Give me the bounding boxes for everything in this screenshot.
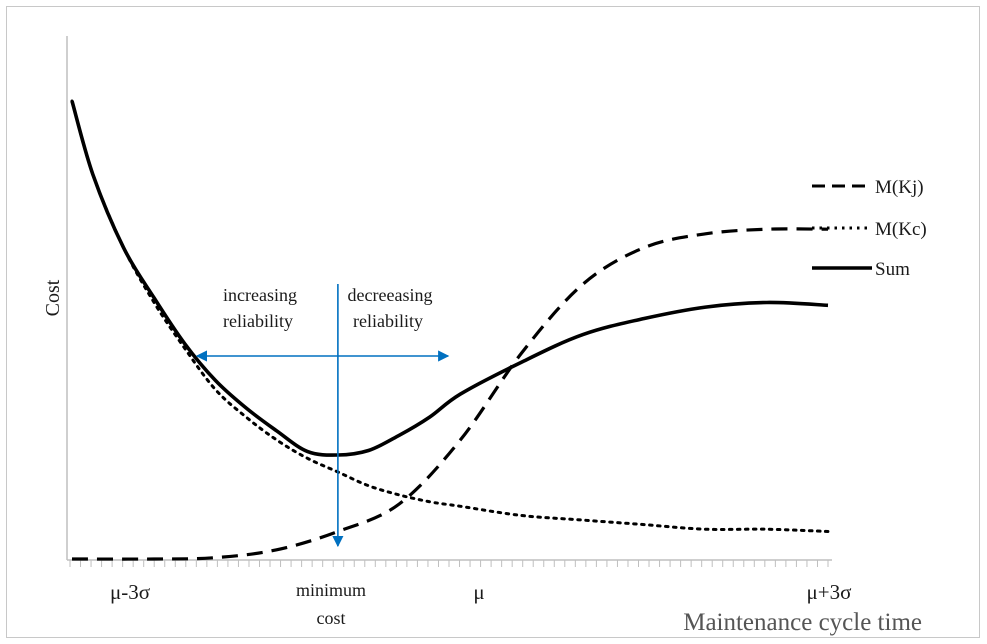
annotation-increasing: increasing bbox=[223, 285, 297, 305]
series-line-sum bbox=[70, 100, 829, 457]
annotation-decreasing: decreeasing bbox=[348, 285, 433, 305]
x-tick-label: μ bbox=[473, 580, 484, 604]
series-lines bbox=[70, 99, 830, 561]
annotation-minimum-cost: cost bbox=[317, 608, 346, 628]
x-axis-label: Maintenance cycle time bbox=[683, 609, 922, 636]
series-line-mkj bbox=[71, 227, 829, 561]
legend-label-mkj: M(Kj) bbox=[875, 177, 924, 198]
y-axis-label: Cost bbox=[42, 279, 64, 316]
annotation-minimum-cost: minimum bbox=[296, 580, 366, 600]
series-line-mkc bbox=[70, 99, 830, 533]
legend: M(Kj) M(Kc) Sum bbox=[812, 177, 927, 280]
x-tick-label: μ+3σ bbox=[807, 580, 852, 604]
x-tick-label: μ-3σ bbox=[110, 580, 150, 604]
axes bbox=[66, 36, 832, 567]
legend-label-mkc: M(Kc) bbox=[875, 219, 927, 240]
annotations bbox=[195, 284, 450, 548]
annotation-decreasing: reliability bbox=[353, 311, 423, 331]
annotation-increasing: reliability bbox=[223, 311, 293, 331]
legend-label-sum: Sum bbox=[875, 259, 910, 280]
